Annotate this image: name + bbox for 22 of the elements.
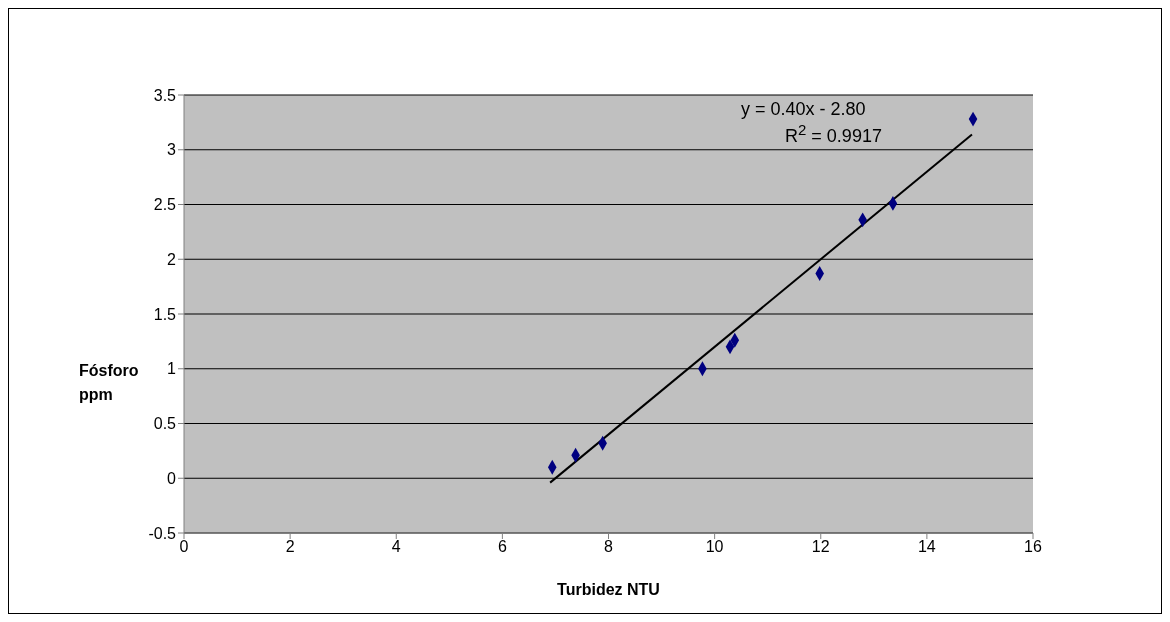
annotation: R$^{2}$ = 0.9917: [785, 121, 882, 147]
y-axis-title: Fósforo ppm: [79, 361, 140, 405]
x-tick-label: 14: [917, 538, 936, 556]
y-tick-label: 0.5: [153, 415, 177, 433]
x-tick-label: 4: [391, 538, 401, 556]
x-tick-label: 0: [179, 538, 189, 556]
x-tick-label: 8: [604, 538, 614, 556]
y-tick-label: 0: [167, 469, 177, 487]
x-tick-label: 10: [705, 538, 724, 556]
annotation: y = 0.40x - 2.80: [741, 99, 866, 120]
y-tick-label: 1: [167, 360, 177, 378]
y-tick-label: 1.5: [153, 305, 177, 323]
y-tick-label: -0.5: [148, 524, 177, 542]
x-axis-title: Turbidez NTU: [557, 581, 660, 598]
x-tick-label: 2: [285, 538, 295, 556]
x-tick-label: 6: [497, 538, 507, 556]
x-tick-label: 16: [1024, 538, 1042, 556]
y-tick-label: 3: [167, 141, 177, 159]
y-tick-label: 2.5: [153, 196, 177, 214]
x-tick-label: 12: [811, 538, 830, 556]
y-tick-label: 3.5: [153, 86, 177, 104]
y-tick-label: 2: [167, 250, 177, 268]
